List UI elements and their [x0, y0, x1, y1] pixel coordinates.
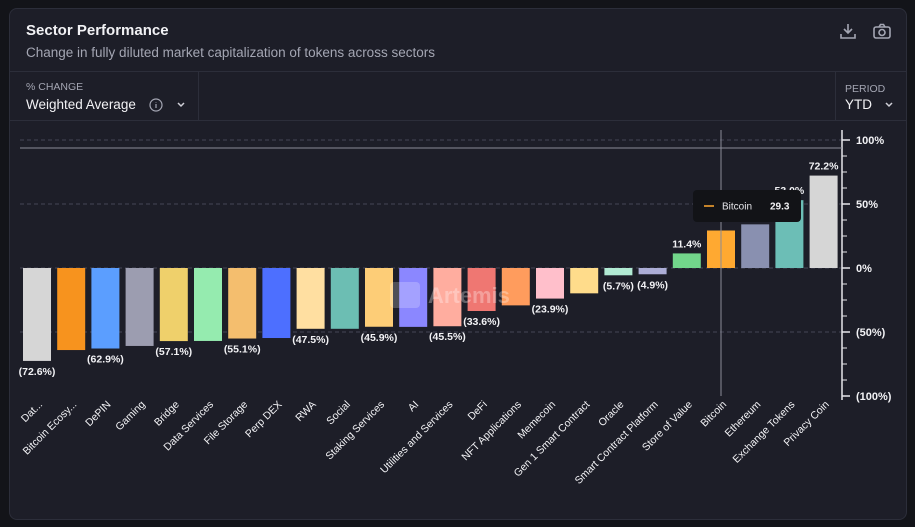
- chevron-down-icon: [885, 102, 893, 108]
- data-label: (72.6%): [19, 366, 56, 378]
- bar-dat-: [23, 268, 51, 361]
- x-tick-label: Exchange Tokens: [731, 399, 798, 466]
- bar-data-services: [194, 268, 222, 341]
- y-tick-label: (100%): [856, 391, 892, 403]
- bar-gen-1-smart-contract: [570, 268, 599, 294]
- bar-rwa: [296, 268, 325, 329]
- bar-perp-dex: [262, 268, 291, 339]
- x-tick-label: Perp DEX: [243, 399, 284, 440]
- bar-bitcoin-ecosy-: [57, 268, 86, 351]
- x-tick-label: RWA: [293, 399, 318, 424]
- info-icon[interactable]: [149, 98, 163, 112]
- bar-smart-contract-platform: [638, 268, 667, 275]
- bar-ethereum: [741, 224, 770, 268]
- bar-privacy-coin: [809, 175, 838, 268]
- period-label: PERIOD: [845, 83, 886, 95]
- x-tick-label: Dat...: [19, 399, 45, 425]
- data-label: 11.4%: [672, 238, 702, 250]
- bar-file-storage: [228, 268, 257, 339]
- y-tick-label: (50%): [856, 327, 886, 339]
- tooltip-series-name: Bitcoin: [722, 202, 752, 213]
- change-selector[interactable]: % CHANGE Weighted Average: [10, 72, 199, 120]
- x-tick-label: DePIN: [83, 399, 113, 429]
- bar-nft-applications: [501, 268, 530, 306]
- bar-staking-services: [365, 268, 393, 327]
- x-tick-label: DeFi: [466, 399, 490, 423]
- period-value: YTD: [845, 97, 872, 112]
- y-tick-label: 100%: [856, 135, 884, 147]
- change-value: Weighted Average: [26, 97, 136, 112]
- data-label: (45.9%): [361, 332, 398, 344]
- bar-bridge: [159, 268, 188, 342]
- bar-depin: [91, 268, 120, 349]
- bar-store-of-value: [672, 253, 701, 268]
- x-tick-label: NFT Applications: [459, 399, 523, 463]
- data-label: (33.6%): [463, 316, 500, 328]
- data-label: 72.2%: [809, 161, 839, 173]
- camera-icon[interactable]: [872, 21, 892, 41]
- bar-utilities-and-services: [433, 268, 462, 327]
- data-label: (5.7%): [603, 280, 634, 292]
- x-tick-label: Bitcoin: [698, 399, 729, 430]
- bar-ai: [399, 268, 428, 327]
- watermark: Artemis: [428, 283, 510, 308]
- period-selector[interactable]: PERIOD YTD: [835, 72, 906, 120]
- bar-defi: [467, 268, 496, 312]
- x-tick-label: Gaming: [113, 399, 148, 434]
- bar-memecoin: [536, 268, 564, 299]
- chart-title: Sector Performance: [26, 22, 169, 39]
- x-tick-label: AI: [406, 399, 422, 415]
- change-label: % CHANGE: [26, 81, 84, 93]
- x-tick-label: Staking Services: [323, 399, 387, 463]
- bar-social: [330, 268, 359, 329]
- data-label: (55.1%): [224, 344, 261, 356]
- bar-oracle: [604, 268, 633, 276]
- chart-subtitle: Change in fully diluted market capitaliz…: [26, 45, 435, 60]
- x-tick-label: Social: [324, 399, 353, 428]
- data-label: (62.9%): [87, 354, 124, 366]
- bar-gaming: [125, 268, 154, 346]
- data-label: (23.9%): [532, 304, 569, 316]
- data-label: (57.1%): [155, 346, 192, 358]
- data-label: (4.9%): [637, 279, 668, 291]
- data-label: (45.5%): [429, 331, 466, 343]
- x-tick-label: Oracle: [596, 399, 626, 429]
- chevron-down-icon: [177, 102, 185, 108]
- y-tick-label: 50%: [856, 199, 878, 211]
- data-label: (47.5%): [292, 334, 329, 346]
- tooltip-value: 29.3: [770, 202, 790, 213]
- watermark-icon: [390, 282, 420, 308]
- y-tick-label: 0%: [856, 263, 872, 275]
- download-icon[interactable]: [838, 21, 858, 41]
- x-tick-label: Bridge: [152, 399, 182, 429]
- tooltip: [693, 190, 801, 222]
